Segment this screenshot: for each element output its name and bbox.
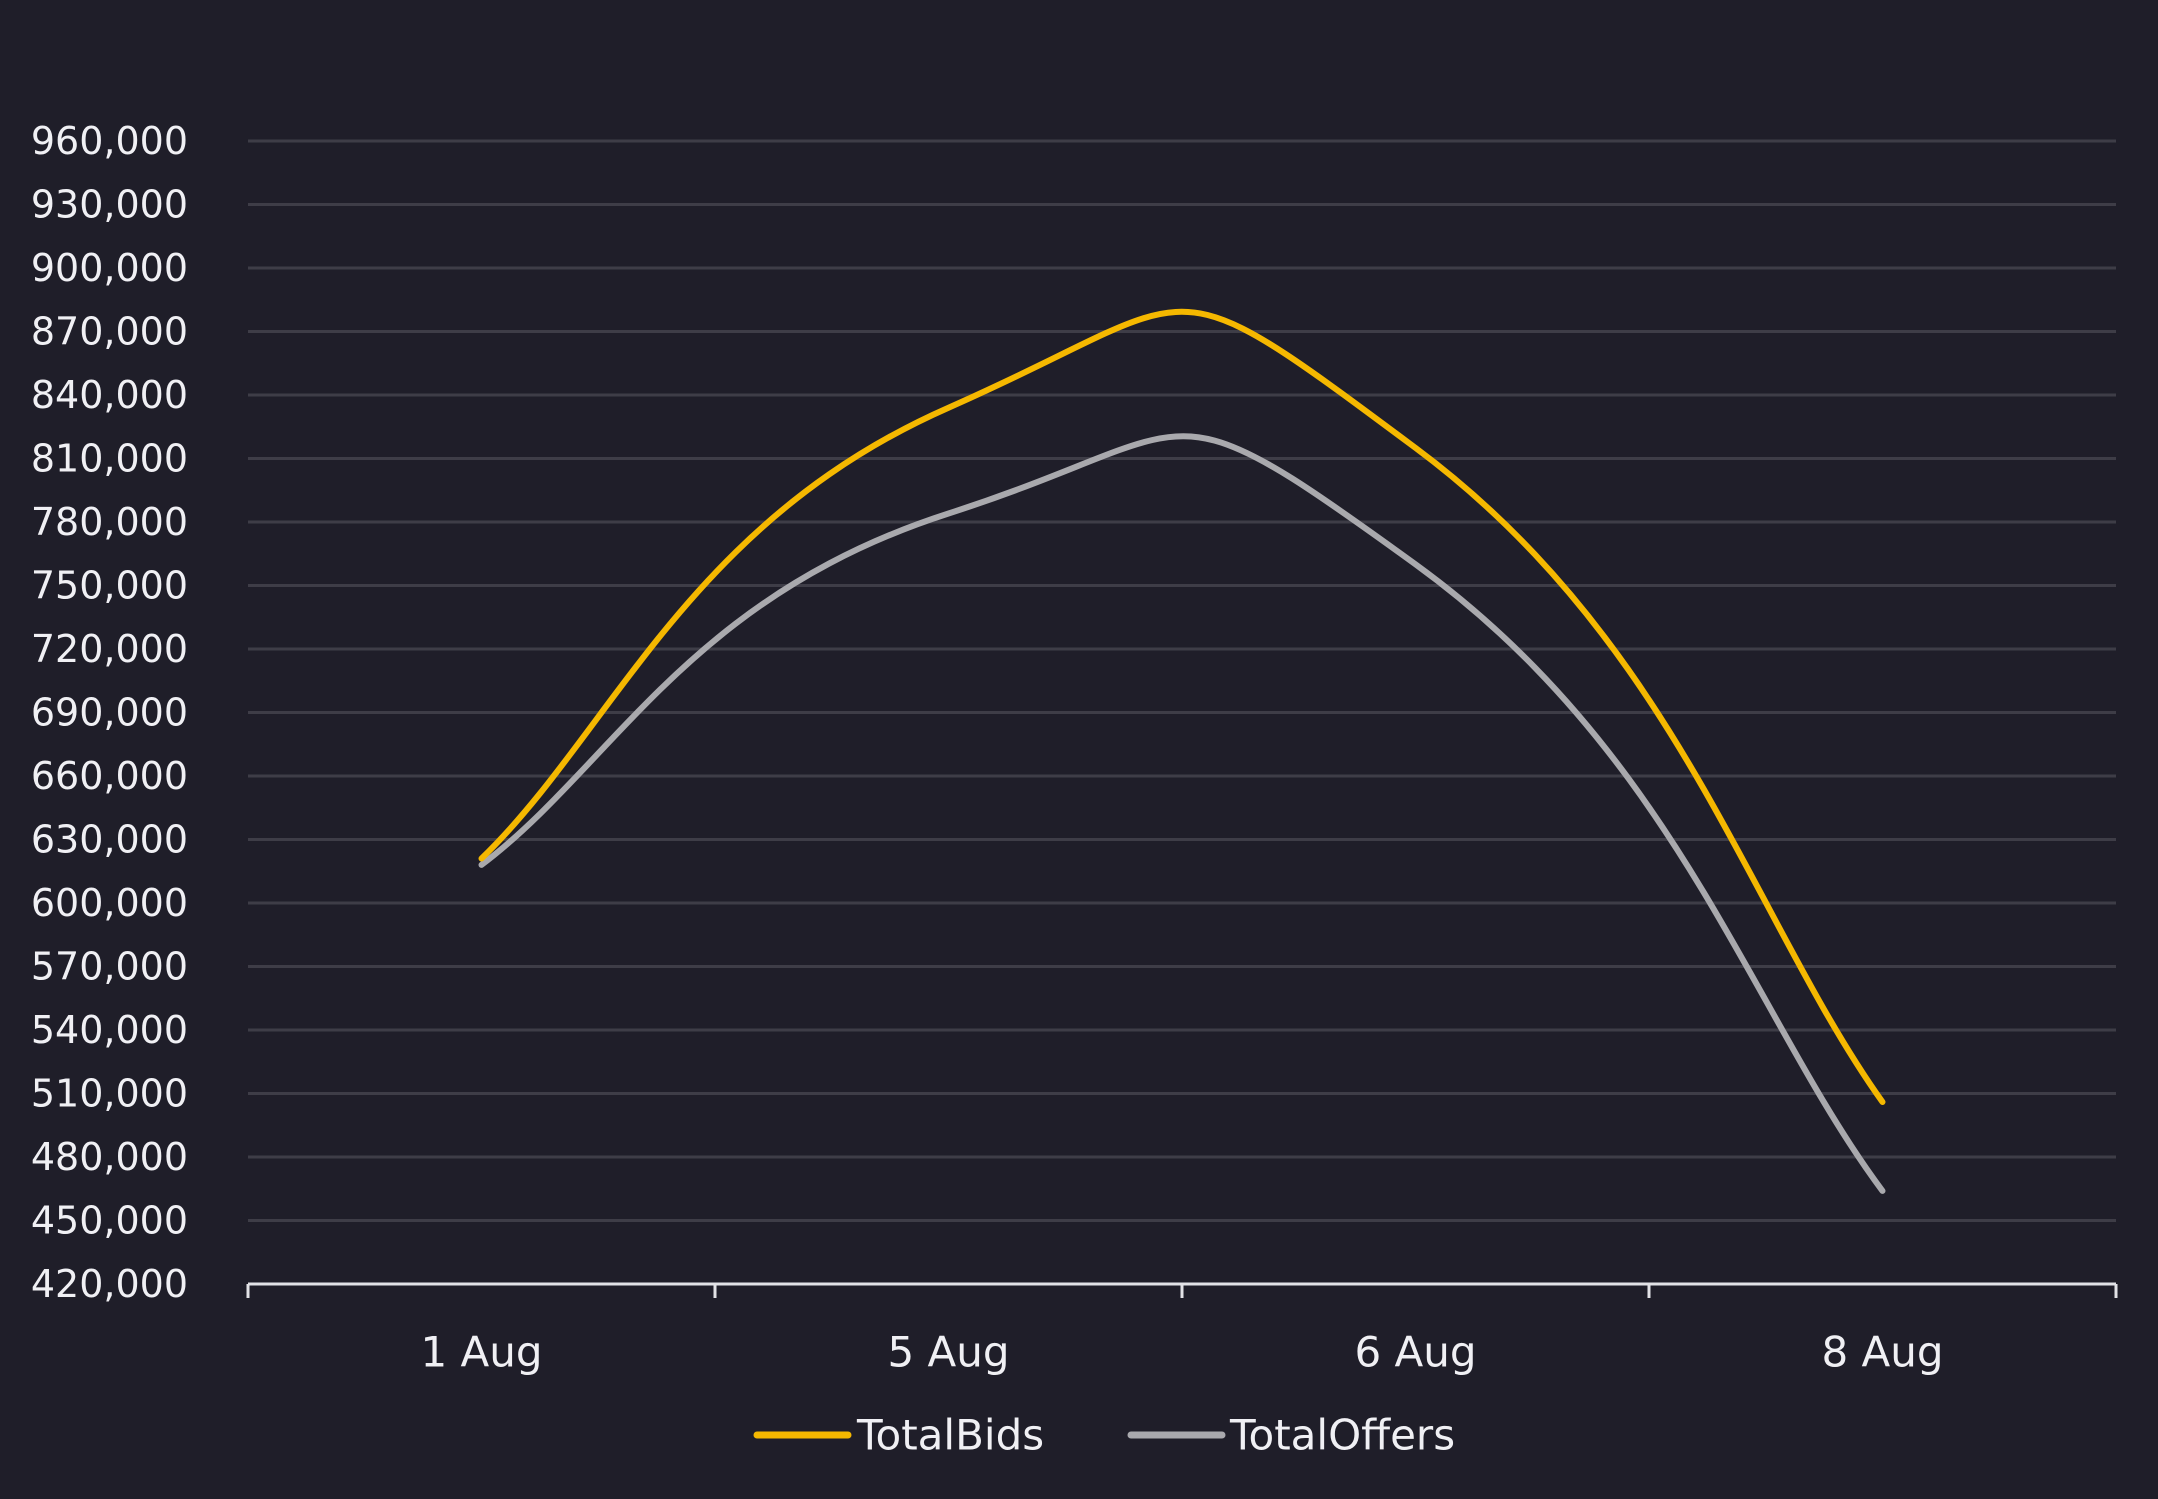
y-tick-label: 780,000	[31, 500, 188, 544]
y-axis-tick-labels: 420,000 450,000 480,000 510,000 540,000 570,0…	[31, 119, 188, 1306]
y-tick-label: 720,000	[31, 627, 188, 671]
legend: TotalBids TotalOffers	[753, 1411, 1455, 1460]
gridlines	[248, 139, 2116, 1222]
y-tick-label: 570,000	[31, 945, 188, 989]
y-tick-label: 420,000	[31, 1262, 188, 1306]
x-tick-label: 5 Aug	[887, 1328, 1009, 1377]
y-tick-label: 930,000	[31, 183, 188, 227]
y-tick-label: 450,000	[31, 1199, 188, 1243]
y-tick-label: 630,000	[31, 818, 188, 862]
legend-label: TotalOffers	[1229, 1411, 1455, 1460]
x-tick-label: 8 Aug	[1821, 1328, 1943, 1377]
y-tick-label: 960,000	[31, 119, 188, 163]
y-tick-label: 810,000	[31, 437, 188, 481]
y-tick-label: 510,000	[31, 1072, 188, 1116]
legend-item-totalbids[interactable]: TotalBids	[753, 1411, 1044, 1460]
y-tick-label: 840,000	[31, 373, 188, 417]
y-tick-label: 540,000	[31, 1008, 188, 1052]
y-tick-label: 900,000	[31, 246, 188, 290]
series-lines	[478, 308, 1886, 1194]
legend-label: TotalBids	[856, 1411, 1044, 1460]
x-tick-label: 6 Aug	[1354, 1328, 1476, 1377]
x-axis-tick-labels: 1 Aug 5 Aug 6 Aug 8 Aug	[420, 1328, 1943, 1377]
series-line-totaloffers	[478, 433, 1886, 1194]
series-line-totalbids	[478, 308, 1886, 1105]
legend-item-totaloffers[interactable]: TotalOffers	[1127, 1411, 1455, 1460]
y-tick-label: 660,000	[31, 754, 188, 798]
y-tick-label: 690,000	[31, 691, 188, 735]
y-tick-label: 750,000	[31, 564, 188, 608]
y-tick-label: 480,000	[31, 1135, 188, 1179]
x-axis	[246, 1282, 2118, 1298]
y-tick-label: 600,000	[31, 881, 188, 925]
x-tick-label: 1 Aug	[420, 1328, 542, 1377]
y-tick-label: 870,000	[31, 310, 188, 354]
